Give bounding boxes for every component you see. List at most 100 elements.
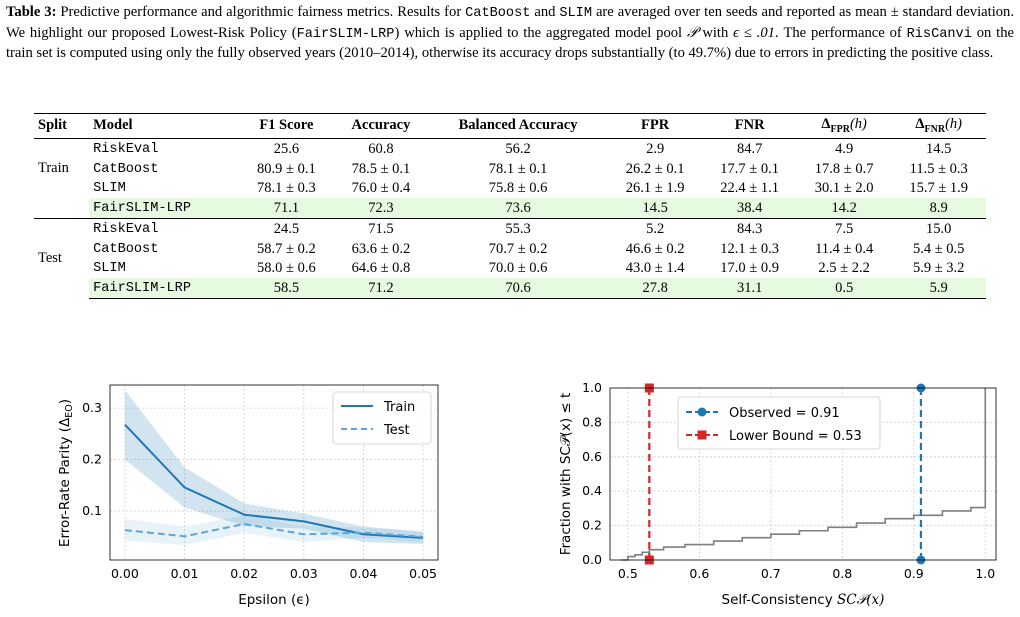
legend-lower-bound-marker: [697, 430, 707, 440]
right-x-tick-label: 0.8: [832, 566, 852, 581]
delta-fpr-cell: 7.5: [796, 217, 892, 240]
legend-observed-label: Observed = 0.91: [729, 406, 840, 421]
model-cell: SLIM: [93, 261, 126, 277]
left-x-tick-label: 0.01: [171, 566, 199, 581]
table-row: Train RiskEval 25.6 60.8 56.2 2.9 84.7 4…: [34, 138, 986, 177]
accuracy-cell: 78.5 ± 0.1: [351, 160, 411, 177]
split-label-test: Test: [34, 217, 90, 299]
right-x-tick-label: 0.7: [761, 566, 781, 581]
right-y-tick-label: 0.2: [582, 518, 602, 533]
model-cell: FairSLIM-LRP: [89, 198, 240, 219]
left-x-tick-label: 0.00: [111, 566, 139, 581]
caption-model-slim: SLIM: [559, 6, 592, 21]
left-y-axis-label-sub: EO: [64, 404, 75, 417]
fpr-cell: 2.9: [646, 140, 665, 157]
balanced-accuracy-cell: 56.2: [505, 140, 531, 157]
table-row-highlighted: FairSLIM-LRP 58.5 71.2 70.6 27.8 31.1 0.…: [34, 278, 986, 299]
right-x-axis-label-text: Self-Consistency: [722, 592, 837, 608]
delta-fpr-cell: 4.9: [835, 140, 854, 157]
f1-cell: 25.6: [273, 140, 300, 157]
f1-cell: 58.0 ± 0.6: [257, 260, 316, 277]
header-accuracy: Accuracy: [333, 113, 429, 139]
accuracy-cell: 63.6 ± 0.2: [351, 240, 411, 257]
delta-fnr-cell: 5.9: [891, 278, 986, 299]
delta-arg: (h): [849, 116, 867, 132]
header-fpr: FPR: [607, 113, 703, 139]
fpr-cell: 27.8: [607, 278, 703, 299]
left-x-tick-label: 0.05: [409, 566, 437, 581]
delta-fnr-cell: 5.4 ± 0.5: [912, 240, 965, 257]
right-x-axis-label: Self-Consistency SC𝒫(x): [722, 592, 885, 608]
error-rate-parity-chart: 0.00 0.01 0.02 0.03 0.04 0.05 0.1 0.2 0.3 Epsil…: [57, 384, 439, 608]
delta-fnr-cell: 15.7 ± 1.9: [909, 180, 969, 197]
split-label-train: Train: [38, 160, 69, 177]
delta-symbol: Δ: [915, 116, 925, 132]
balanced-accuracy-cell: 70.0 ± 0.6: [488, 260, 548, 277]
left-y-tick-labels: 0.1 0.2 0.3: [82, 400, 102, 518]
left-x-axis-label: Epsilon (ϵ): [238, 592, 310, 608]
fpr-cell: 46.6 ± 0.2: [625, 240, 685, 257]
left-legend: Train Test: [332, 391, 432, 445]
legend-observed-marker: [697, 407, 707, 417]
left-series-lines: [124, 423, 424, 539]
delta-fpr-cell: 0.5: [796, 278, 892, 299]
right-x-tick-label: 0.9: [904, 566, 924, 581]
caption-text: on the train set is computed using only …: [6, 24, 1014, 62]
right-y-tick-label: 0.6: [582, 449, 602, 464]
left-x-tick-label: 0.04: [350, 566, 378, 581]
left-line-test: [124, 522, 424, 538]
right-y-axis-label: Fraction with SC𝒫(x) ≤ t: [558, 393, 574, 556]
right-y-tick-label: 0.0: [582, 552, 602, 567]
right-y-tick-label: 0.4: [582, 483, 602, 498]
table-header-row: Split Model F1 Score Accuracy Balanced A…: [34, 113, 986, 139]
delta-fnr-cell: 15.0: [891, 217, 986, 240]
fpr-cell: 43.0 ± 1.4: [625, 260, 685, 277]
table-caption: Table 3: Predictive performance and algo…: [6, 3, 1014, 64]
balanced-accuracy-cell: 75.8 ± 0.6: [488, 180, 548, 197]
delta-fnr-cell: 8.9: [891, 198, 986, 219]
right-x-tick-labels: 0.5 0.6 0.7 0.8 0.9 1.0: [618, 566, 995, 581]
caption-text: ) which is applied to the aggregated mod…: [394, 24, 687, 41]
split-empty-cell: [34, 198, 89, 218]
right-y-tick-label: 0.8: [582, 414, 602, 429]
header-fnr: FNR: [702, 113, 797, 139]
self-consistency-chart: 0.5 0.6 0.7 0.8 0.9 1.0 0.0 0.2 0.4 0.6 0.8 1.0 Se…: [558, 380, 997, 608]
accuracy-cell: 71.2: [333, 278, 429, 299]
legend-train-label: Train: [383, 400, 415, 415]
delta-sub: FNR: [924, 123, 946, 135]
header-delta-fnr: ΔFNR(h): [891, 113, 986, 139]
legend-lower-bound-label: Lower Bound = 0.53: [729, 429, 862, 444]
accuracy-cell: 72.3: [333, 198, 429, 219]
right-y-tick-labels: 0.0 0.2 0.4 0.6 0.8 1.0: [582, 380, 602, 567]
caption-pool-symbol: 𝒫: [686, 24, 698, 41]
f1-cell: 71.1: [239, 198, 334, 219]
delta-fnr-cell: 11.5 ± 0.3: [909, 160, 968, 177]
left-band-train: [124, 390, 424, 545]
right-x-axis-label-math: SC𝒫(x): [837, 592, 884, 608]
delta-fpr-cell: 14.2: [796, 198, 892, 219]
left-y-axis-label: Error-Rate Parity (ΔEO): [57, 399, 75, 547]
right-y-tick-label: 1.0: [582, 380, 602, 395]
header-delta-fpr: ΔFPR(h): [796, 113, 892, 139]
table-row: CatBoost 80.9 ± 0.1 78.5 ± 0.1 78.1 ± 0.…: [34, 159, 986, 179]
table-row: CatBoost 58.7 ± 0.2 63.6 ± 0.2 70.7 ± 0.…: [34, 239, 986, 259]
balanced-accuracy-cell: 70.7 ± 0.2: [488, 240, 548, 257]
left-line-train: [124, 423, 424, 539]
model-cell: CatBoost: [93, 161, 159, 177]
caption-label: Table 3:: [6, 4, 57, 20]
right-x-tick-label: 1.0: [975, 566, 995, 581]
fnr-cell: 12.1 ± 0.3: [720, 240, 779, 257]
fnr-cell: 22.4 ± 1.1: [720, 180, 779, 197]
delta-fpr-cell: 30.1 ± 2.0: [814, 180, 874, 197]
caption-text: . The performance of: [774, 24, 907, 41]
table-row: Test RiskEval 24.5 71.5 55.3 5.2 84.3 7.…: [34, 217, 986, 299]
model-cell: RiskEval: [89, 217, 240, 240]
caption-text: Predictive performance and algorithmic f…: [56, 4, 466, 20]
fnr-cell: 31.1: [702, 278, 797, 299]
accuracy-cell: 71.5: [333, 217, 429, 240]
fnr-cell: 38.4: [702, 198, 797, 219]
model-cell: CatBoost: [93, 241, 159, 257]
delta-arg: (h): [945, 116, 962, 132]
table-row-highlighted: FairSLIM-LRP 71.1 72.3 73.6 14.5 38.4 14…: [34, 198, 986, 219]
fnr-cell: 17.7 ± 0.1: [720, 160, 779, 177]
